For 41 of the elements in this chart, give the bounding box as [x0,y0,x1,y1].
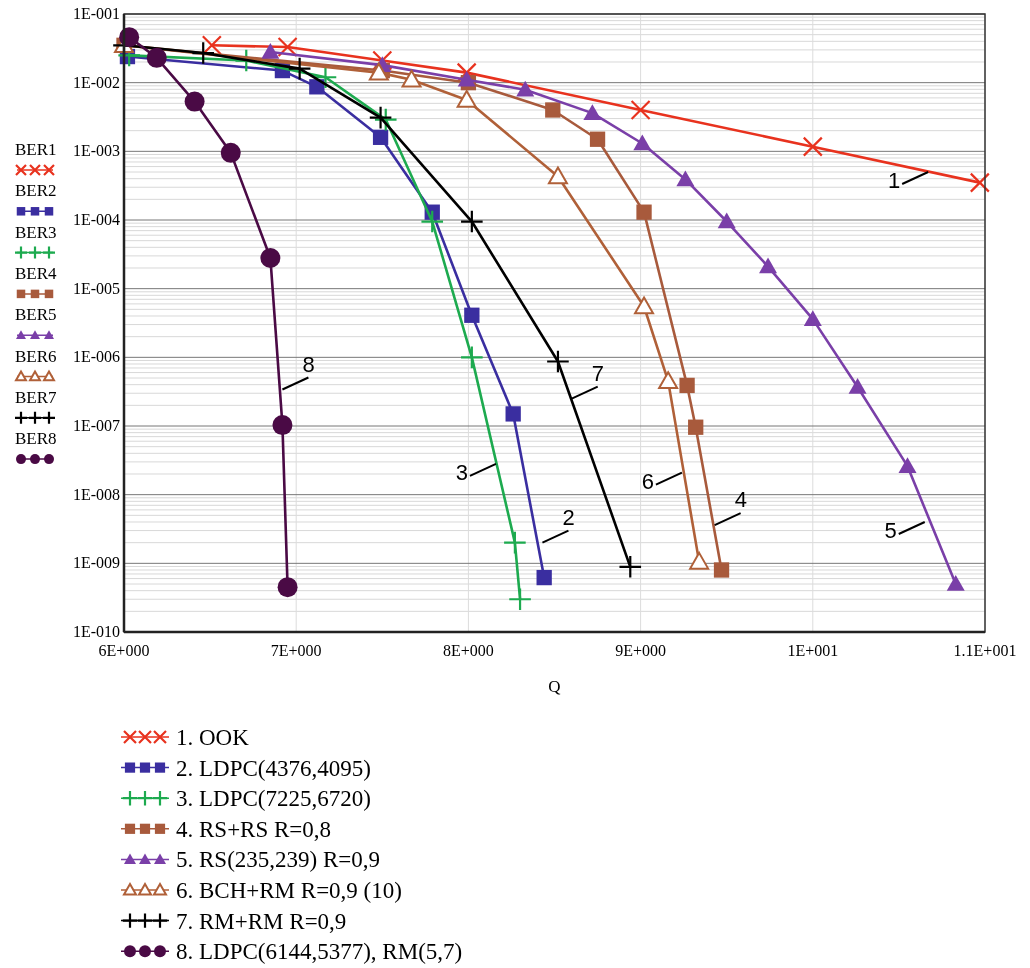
annotation: 5 [884,517,897,543]
text: BER7 [15,387,58,407]
text: BER2 [15,181,57,201]
x-tick-label: 6E+000 [98,642,150,659]
y-tick-label: 1E-002 [72,73,120,91]
x-tick-label: 7E+000 [270,642,322,659]
annotation: 6 [641,468,654,494]
text: BER1 [15,140,57,159]
annotation: 2 [562,504,575,530]
legend-label: 5. RS(235,239) R=0,9 [176,847,381,873]
legend-label: 4. RS+RS R=0,8 [176,816,332,842]
annotation: 3 [455,459,468,485]
y-tick-label: 1E-001 [72,5,120,22]
x-tick-label: 8E+000 [443,642,494,659]
text: BER8 [15,429,57,449]
annotation: 7 [591,360,604,386]
legend-label: 1. OOK [176,725,250,750]
y-tick-label: 1E-005 [72,279,120,297]
x-tick-label: 1E+001 [787,642,839,659]
legend-label: 2. LDPC(4376,4095) [176,755,371,781]
y-tick-label: 1E-006 [72,348,120,366]
annotation: 4 [734,487,747,513]
text: BER5 [15,305,57,325]
annotation: 1 [887,168,901,193]
annotation: 8 [302,351,315,377]
y-tick-label: 1E-004 [72,211,120,228]
y-tick-label: 1E-010 [72,623,120,640]
text: BER3 [15,222,57,242]
legend-label: 8. LDPC(6144,5377), RM(5,7) [176,939,463,965]
legend-label: 3. LDPC(7225,6720) [176,786,371,812]
y-tick-label: 1E-009 [72,554,120,572]
y-tick-label: 1E-008 [72,485,120,503]
text: BER4 [15,263,58,283]
y-tick-label: 1E-003 [72,142,120,160]
x-axis-title: Q [548,677,561,696]
text: BER6 [15,346,57,366]
y-tick-label: 1E-007 [72,417,120,434]
legend-label: 7. RM+RM R=0,9 [176,908,347,934]
x-tick-label: 9E+000 [615,642,666,659]
legend-label: 6. BCH+RM R=0,9 (10) [176,878,402,903]
x-tick-label: 1.1E+001 [953,642,1017,659]
